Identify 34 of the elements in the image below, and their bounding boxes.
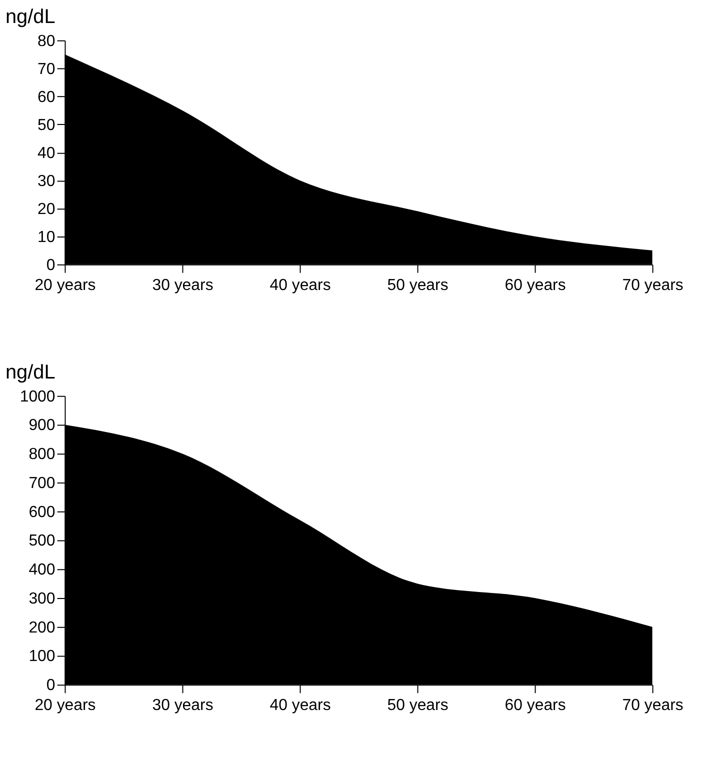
y-axis-title: ng/dL xyxy=(5,6,56,28)
y-tick-label: 200 xyxy=(28,619,56,636)
y-tick-label: 0 xyxy=(46,256,56,274)
x-tick-label: 20 years xyxy=(34,697,96,714)
y-tick-label: 20 xyxy=(38,200,56,218)
y-tick-label: 300 xyxy=(28,590,56,608)
x-tick-label: 20 years xyxy=(34,276,96,294)
x-tick-label: 30 years xyxy=(152,697,214,714)
x-tick-label: 70 years xyxy=(622,697,684,714)
x-tick-label: 40 years xyxy=(270,697,331,714)
y-tick-label: 1000 xyxy=(20,388,56,406)
x-tick-label: 40 years xyxy=(270,276,331,294)
y-tick-label: 700 xyxy=(28,474,56,492)
y-tick-label: 10 xyxy=(38,228,56,246)
y-tick-label: 30 xyxy=(38,172,56,190)
x-tick-label: 50 years xyxy=(387,276,448,294)
y-tick-label: 70 xyxy=(38,60,56,78)
x-tick-label: 50 years xyxy=(387,697,448,714)
y-tick-label: 600 xyxy=(28,504,56,521)
y-tick-label: 0 xyxy=(46,677,56,694)
y-tick-label: 50 xyxy=(38,116,56,134)
y-tick-label: 900 xyxy=(28,417,56,434)
y-tick-label: 400 xyxy=(28,562,56,579)
y-tick-label: 100 xyxy=(28,648,56,666)
x-tick-label: 30 years xyxy=(152,276,214,294)
x-tick-label: 70 years xyxy=(622,276,684,294)
x-tick-label: 60 years xyxy=(504,276,566,294)
y-tick-label: 80 xyxy=(38,32,56,50)
y-axis-title: ng/dL xyxy=(5,361,56,384)
y-tick-label: 40 xyxy=(38,144,56,162)
y-tick-label: 60 xyxy=(38,88,56,106)
x-tick-label: 60 years xyxy=(504,697,566,714)
y-tick-label: 500 xyxy=(28,532,56,550)
y-tick-label: 800 xyxy=(28,446,56,464)
